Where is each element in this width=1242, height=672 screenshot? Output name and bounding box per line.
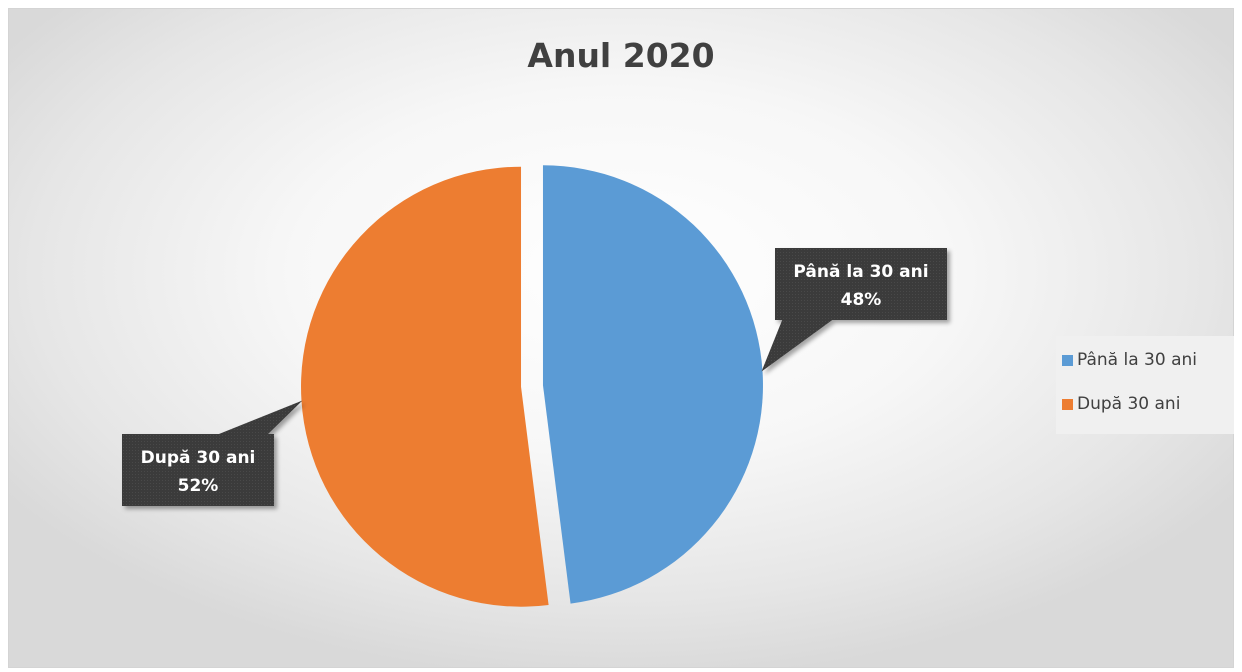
data-label-over-30-box [122,434,274,506]
data-label-sub-30 [761,248,947,372]
legend-label-sub-30: Până la 30 ani [1077,350,1197,370]
legend: Până la 30 ani După 30 ani [1056,336,1234,434]
data-label-over-30-pointer [214,400,303,436]
data-label-sub-30-category: Până la 30 ani [793,262,928,282]
data-label-over-30-category: După 30 ani [141,448,256,468]
pie-slice-over-30 [301,166,549,607]
data-label-sub-30-value: 48% [841,290,882,310]
data-label-sub-30-pointer [761,318,835,372]
data-label-over-30-value: 52% [178,476,219,496]
legend-item-over-30: După 30 ani [1062,394,1180,414]
data-label-sub-30-box [775,248,947,320]
legend-item-sub-30: Până la 30 ani [1062,350,1197,370]
data-label-over-30 [122,400,303,506]
pie-slice-sub-30 [542,165,763,604]
chart-title: Anul 2020 [527,36,715,75]
legend-swatch-over-30 [1062,398,1073,410]
legend-label-over-30: După 30 ani [1077,394,1181,414]
legend-swatch-sub-30 [1062,354,1073,366]
